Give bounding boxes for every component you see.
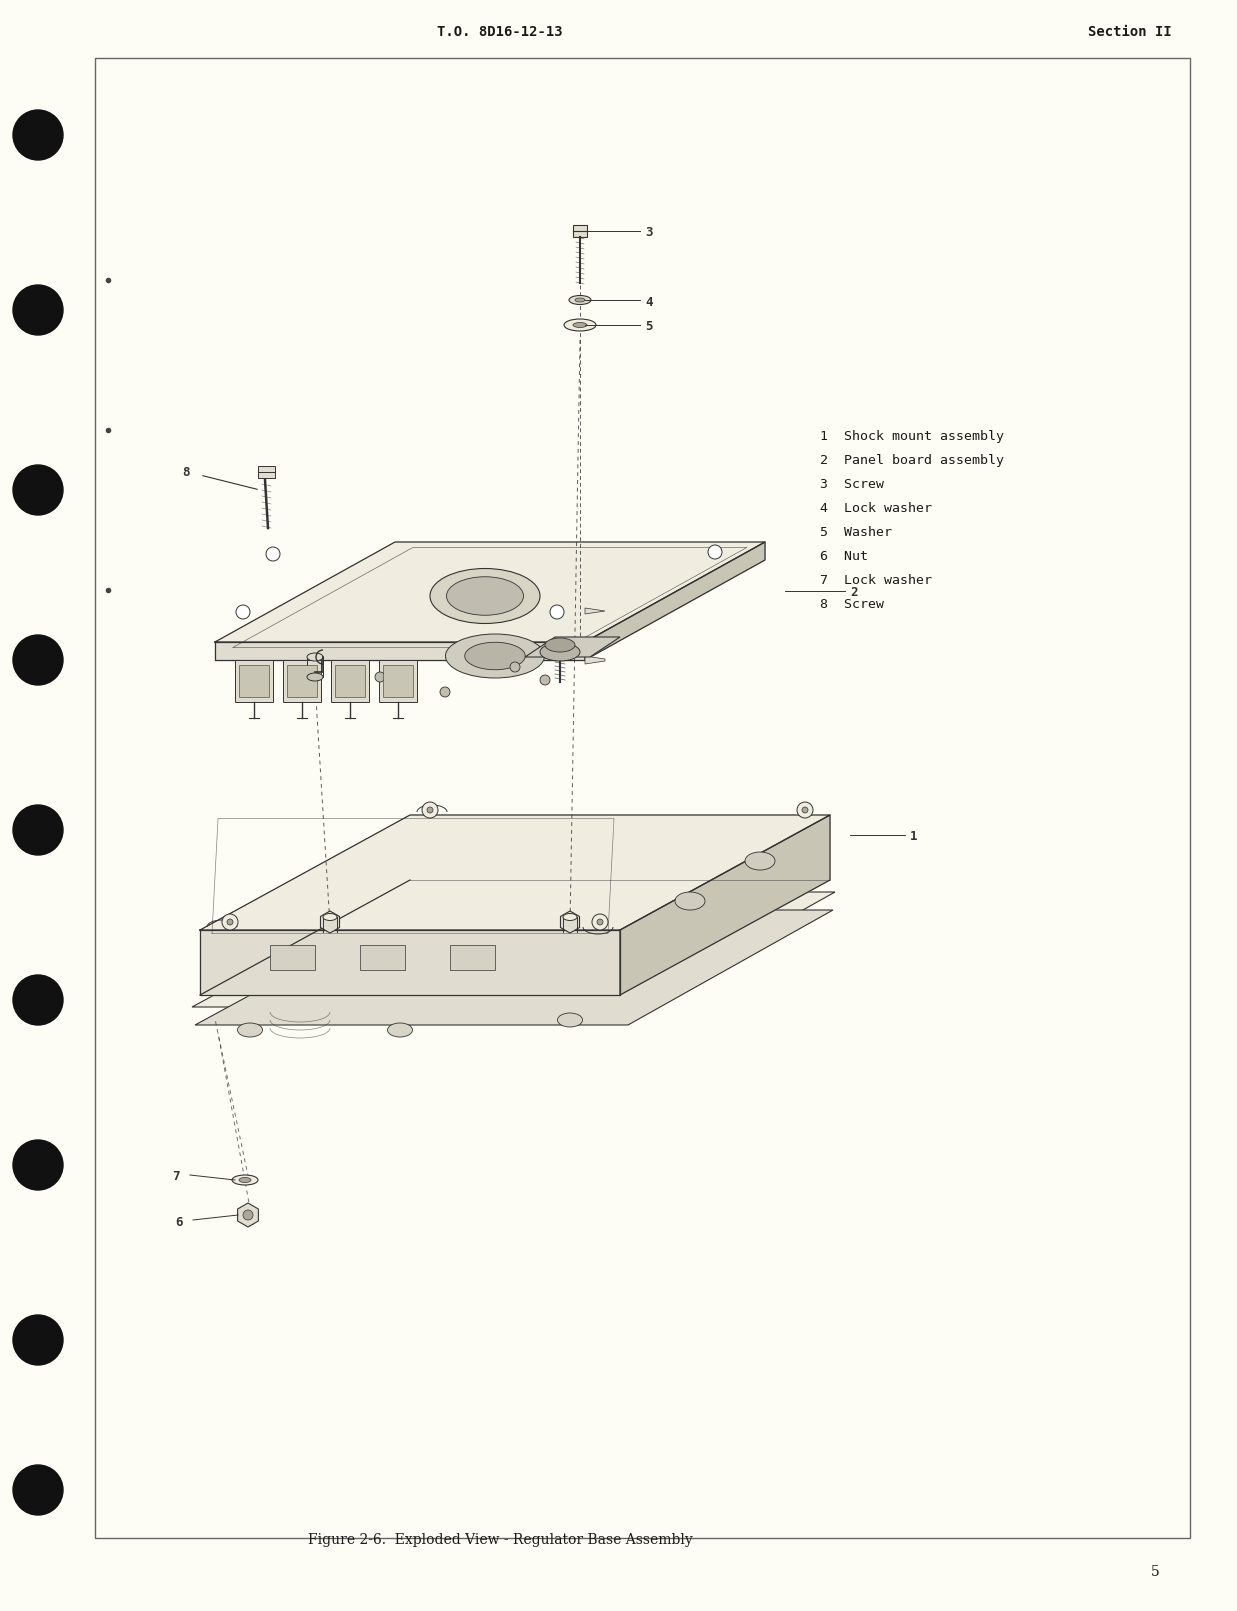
Ellipse shape — [239, 1178, 251, 1182]
Circle shape — [14, 635, 63, 685]
Polygon shape — [200, 930, 620, 996]
Polygon shape — [195, 910, 833, 1025]
Ellipse shape — [569, 295, 591, 304]
Text: 5: 5 — [644, 321, 652, 333]
Text: 3: 3 — [644, 227, 652, 240]
Text: 8: 8 — [183, 466, 190, 478]
Circle shape — [14, 466, 63, 516]
Text: 2  Panel board assembly: 2 Panel board assembly — [820, 454, 1004, 467]
Polygon shape — [215, 643, 585, 661]
Polygon shape — [200, 815, 830, 930]
Circle shape — [14, 285, 63, 335]
Polygon shape — [383, 665, 413, 698]
Text: 5: 5 — [1150, 1564, 1159, 1579]
Circle shape — [221, 913, 238, 930]
Ellipse shape — [307, 652, 323, 661]
Text: 7  Lock washer: 7 Lock washer — [820, 574, 931, 586]
Ellipse shape — [323, 913, 336, 920]
Ellipse shape — [675, 892, 705, 910]
Circle shape — [802, 807, 808, 814]
Circle shape — [14, 110, 63, 159]
Text: 8  Screw: 8 Screw — [820, 598, 884, 611]
Polygon shape — [585, 656, 605, 664]
Polygon shape — [524, 636, 620, 657]
Circle shape — [14, 975, 63, 1025]
Ellipse shape — [238, 1023, 262, 1037]
Text: 4  Lock washer: 4 Lock washer — [820, 503, 931, 516]
Circle shape — [14, 1315, 63, 1365]
Ellipse shape — [564, 319, 596, 330]
Bar — [95, 58, 1190, 1539]
Ellipse shape — [573, 322, 588, 327]
Ellipse shape — [465, 643, 526, 670]
Ellipse shape — [563, 913, 576, 920]
Text: 3  Screw: 3 Screw — [820, 478, 884, 491]
Polygon shape — [332, 661, 369, 702]
Polygon shape — [239, 665, 268, 698]
Polygon shape — [360, 946, 404, 970]
Text: Section II: Section II — [1089, 26, 1171, 39]
Text: 1: 1 — [910, 831, 918, 844]
Ellipse shape — [387, 1023, 412, 1037]
Circle shape — [375, 672, 385, 681]
Polygon shape — [259, 466, 275, 478]
Ellipse shape — [541, 643, 580, 661]
Circle shape — [510, 662, 520, 672]
Circle shape — [14, 1141, 63, 1191]
Ellipse shape — [745, 852, 776, 870]
Polygon shape — [585, 607, 605, 614]
Circle shape — [14, 806, 63, 855]
Ellipse shape — [558, 1013, 583, 1026]
Text: 2: 2 — [850, 586, 857, 599]
Polygon shape — [235, 661, 273, 702]
Text: 6  Nut: 6 Nut — [820, 549, 868, 562]
Ellipse shape — [307, 673, 323, 681]
Ellipse shape — [447, 577, 523, 615]
Circle shape — [427, 807, 433, 814]
Text: 6: 6 — [176, 1216, 183, 1229]
Polygon shape — [585, 541, 764, 661]
Text: Figure 2-6.  Exploded View - Regulator Base Assembly: Figure 2-6. Exploded View - Regulator Ba… — [308, 1534, 693, 1547]
Ellipse shape — [430, 569, 541, 623]
Text: 5  Washer: 5 Washer — [820, 527, 892, 540]
Circle shape — [242, 1210, 254, 1220]
Polygon shape — [573, 226, 588, 237]
Text: 7: 7 — [172, 1171, 181, 1184]
Circle shape — [597, 918, 602, 925]
Text: T.O. 8D16-12-13: T.O. 8D16-12-13 — [437, 26, 563, 39]
Polygon shape — [450, 946, 495, 970]
Polygon shape — [335, 665, 365, 698]
Text: 1  Shock mount assembly: 1 Shock mount assembly — [820, 430, 1004, 443]
Polygon shape — [287, 665, 317, 698]
Ellipse shape — [546, 638, 575, 652]
Circle shape — [228, 918, 233, 925]
Polygon shape — [192, 892, 835, 1007]
Ellipse shape — [445, 635, 544, 678]
Polygon shape — [215, 541, 764, 643]
Circle shape — [440, 686, 450, 698]
Ellipse shape — [575, 298, 585, 301]
Circle shape — [550, 606, 564, 619]
Polygon shape — [270, 946, 315, 970]
Polygon shape — [283, 661, 320, 702]
Polygon shape — [620, 815, 830, 996]
Circle shape — [14, 1464, 63, 1514]
Circle shape — [797, 802, 813, 818]
Polygon shape — [379, 661, 417, 702]
Circle shape — [541, 675, 550, 685]
Circle shape — [236, 606, 250, 619]
Ellipse shape — [233, 1174, 259, 1186]
Circle shape — [422, 802, 438, 818]
Circle shape — [593, 913, 609, 930]
Circle shape — [266, 548, 280, 561]
Circle shape — [708, 545, 722, 559]
Text: 4: 4 — [644, 295, 652, 308]
